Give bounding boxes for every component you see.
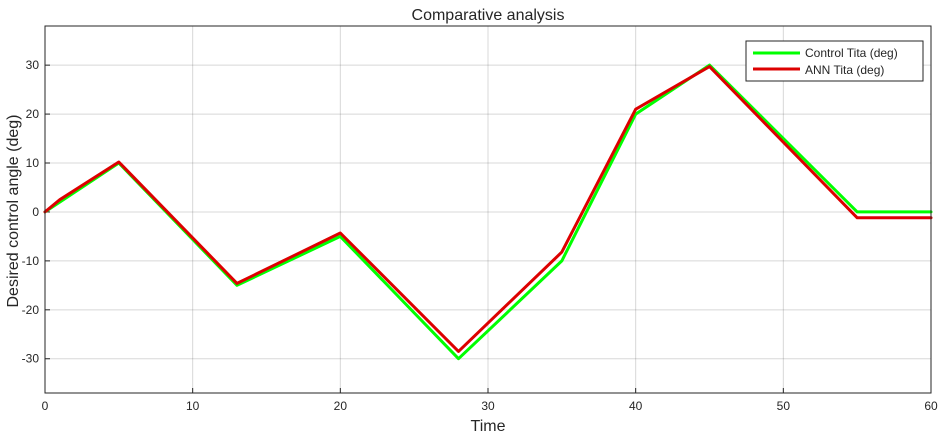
x-tick-label: 60	[924, 399, 938, 413]
y-tick-label: -10	[22, 254, 40, 268]
series-layer	[43, 63, 933, 361]
x-tick-label: 40	[629, 399, 643, 413]
plot-border	[44, 25, 932, 394]
y-tick-label: 0	[32, 205, 39, 219]
legend: Control Tita (deg) ANN Tita (deg)	[745, 40, 924, 82]
x-tick-label: 10	[186, 399, 200, 413]
ann-tita-line	[43, 65, 933, 353]
legend-box	[745, 40, 924, 82]
y-axis-title: Desired control angle (deg)	[5, 115, 22, 308]
chart-title: Comparative analysis	[412, 7, 565, 24]
y-tick-label: 10	[26, 156, 40, 170]
x-tick-label: 20	[334, 399, 348, 413]
y-gridlines	[45, 64, 931, 360]
x-axis-title: Time	[471, 418, 506, 435]
legend-label-control: Control Tita (deg)	[805, 46, 898, 60]
y-tick-label: 20	[26, 107, 40, 121]
x-tick-label: 0	[42, 399, 49, 413]
x-tick-label: 50	[777, 399, 791, 413]
x-tick-label: 30	[481, 399, 495, 413]
x-tick-labels: 0 10 20 30 40 50 60	[42, 399, 938, 413]
y-tick-label: 30	[26, 58, 40, 72]
y-tick-labels: -30 -20 -10 0 10 20 30	[22, 58, 40, 366]
y-tick-label: -30	[22, 352, 40, 366]
legend-label-ann: ANN Tita (deg)	[805, 63, 884, 77]
y-tick-label: -20	[22, 303, 40, 317]
